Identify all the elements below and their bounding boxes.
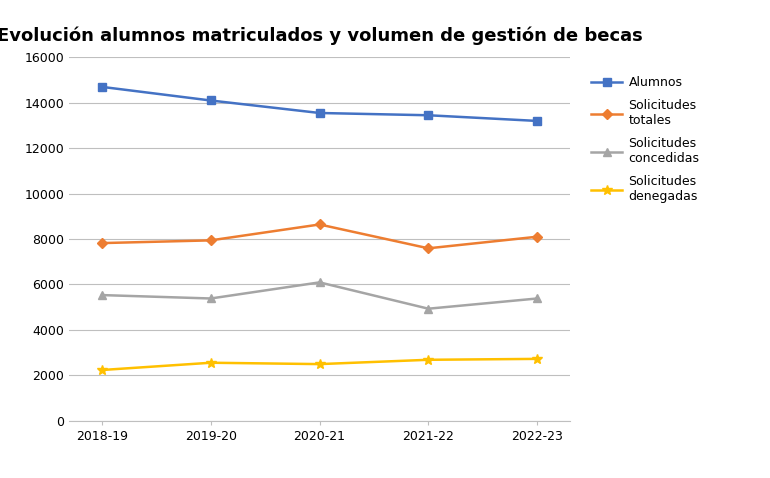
Alumnos	[424, 112, 433, 118]
Solicitudes
concedidas	[206, 295, 216, 301]
Solicitudes
denegadas	[97, 367, 106, 373]
Solicitudes
totales	[315, 222, 324, 228]
Alumnos	[533, 118, 542, 124]
Solicitudes
concedidas	[533, 295, 542, 301]
Solicitudes
denegadas	[315, 361, 324, 367]
Legend: Alumnos, Solicitudes
totales, Solicitudes
concedidas, Solicitudes
denegadas: Alumnos, Solicitudes totales, Solicitude…	[586, 71, 705, 208]
Solicitudes
totales	[97, 240, 106, 246]
Line: Alumnos: Alumnos	[98, 83, 541, 125]
Alumnos	[206, 98, 216, 103]
Line: Solicitudes
concedidas: Solicitudes concedidas	[98, 278, 541, 313]
Solicitudes
totales	[206, 238, 216, 243]
Line: Solicitudes
denegadas: Solicitudes denegadas	[97, 354, 542, 375]
Solicitudes
totales	[424, 245, 433, 251]
Solicitudes
concedidas	[424, 306, 433, 312]
Solicitudes
denegadas	[206, 360, 216, 366]
Title: Evolución alumnos matriculados y volumen de gestión de becas: Evolución alumnos matriculados y volumen…	[0, 26, 642, 45]
Solicitudes
concedidas	[315, 280, 324, 285]
Solicitudes
totales	[533, 234, 542, 239]
Solicitudes
concedidas	[97, 292, 106, 298]
Alumnos	[315, 110, 324, 116]
Solicitudes
denegadas	[424, 357, 433, 363]
Alumnos	[97, 84, 106, 90]
Line: Solicitudes
totales: Solicitudes totales	[99, 221, 541, 252]
Solicitudes
denegadas	[533, 356, 542, 362]
